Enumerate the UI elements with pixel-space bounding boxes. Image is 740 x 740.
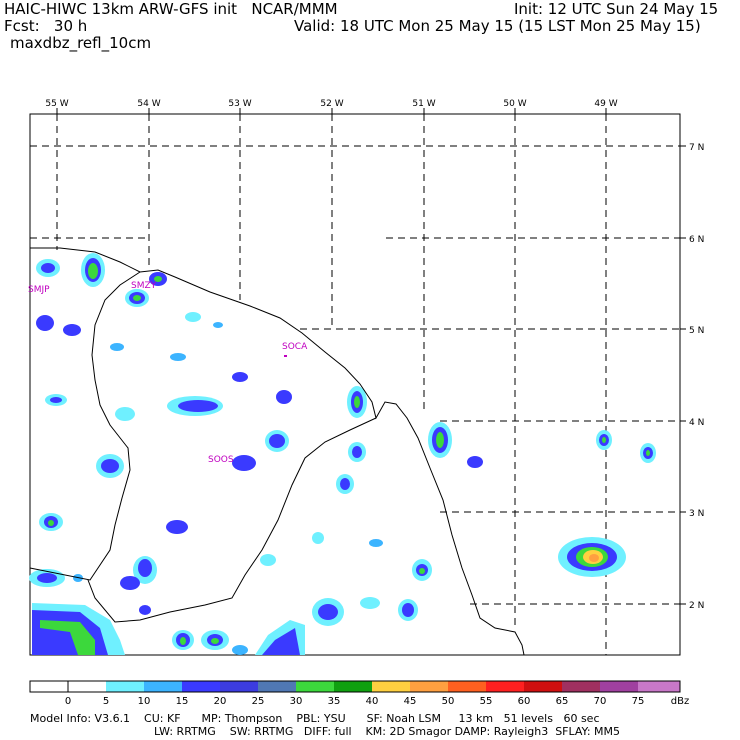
colorbar-tick: 35 <box>328 696 341 707</box>
valid-time: Valid: 18 UTC Mon 25 May 15 (15 LST Mon … <box>294 17 701 35</box>
colorbar-tick: 65 <box>556 696 569 707</box>
coastline <box>29 247 525 656</box>
lon-label: 54 W <box>137 99 160 109</box>
lon-label: 55 W <box>45 99 68 109</box>
colorbar-tick: 40 <box>366 696 379 707</box>
station-label: SOOS <box>208 455 234 465</box>
colorbar-tick: 15 <box>176 696 189 707</box>
lat-label: 6 N <box>689 235 704 245</box>
colorbar-tick: 55 <box>480 696 493 707</box>
lon-label: 53 W <box>228 99 251 109</box>
lat-label: 7 N <box>689 143 704 153</box>
field-name: maxdbz_refl_10cm <box>10 34 152 52</box>
colorbar-tick: 30 <box>290 696 303 707</box>
lat-label: 4 N <box>689 418 704 428</box>
lat-label: 5 N <box>689 326 704 336</box>
colorbar-unit: dBz <box>671 696 689 707</box>
footer-physics-info: LW: RRTMG SW: RRTMG DIFF: full KM: 2D Sm… <box>154 725 620 738</box>
station-label: SOCA <box>282 342 308 352</box>
colorbar <box>29 680 681 693</box>
station-label: SMJP <box>28 285 50 295</box>
colorbar-tick: 10 <box>138 696 151 707</box>
lat-label: 3 N <box>689 509 704 519</box>
lon-label: 49 W <box>594 99 617 109</box>
title-left: HAIC-HIWC 13km ARW-GFS init NCAR/MMM <box>4 0 338 18</box>
colorbar-tick: 50 <box>442 696 455 707</box>
lon-label: 51 W <box>412 99 435 109</box>
colorbar-tick: 20 <box>214 696 227 707</box>
station-label: SMZY <box>131 281 157 291</box>
lat-lon-grid <box>30 114 680 655</box>
lon-label: 50 W <box>503 99 526 109</box>
forecast-hour: Fcst: 30 h <box>4 17 88 35</box>
colorbar-tick: 70 <box>594 696 607 707</box>
colorbar-tick: 45 <box>404 696 417 707</box>
colorbar-tick: 60 <box>518 696 531 707</box>
lat-label: 2 N <box>689 601 704 611</box>
lon-label: 52 W <box>320 99 343 109</box>
colorbar-tick: 5 <box>103 696 109 707</box>
colorbar-tick: 0 <box>65 696 71 707</box>
footer-model-info: Model Info: V3.6.1 CU: KF MP: Thompson P… <box>30 712 600 725</box>
init-time: Init: 12 UTC Sun 24 May 15 <box>514 0 719 18</box>
colorbar-tick: 25 <box>252 696 265 707</box>
colorbar-tick: 75 <box>632 696 645 707</box>
